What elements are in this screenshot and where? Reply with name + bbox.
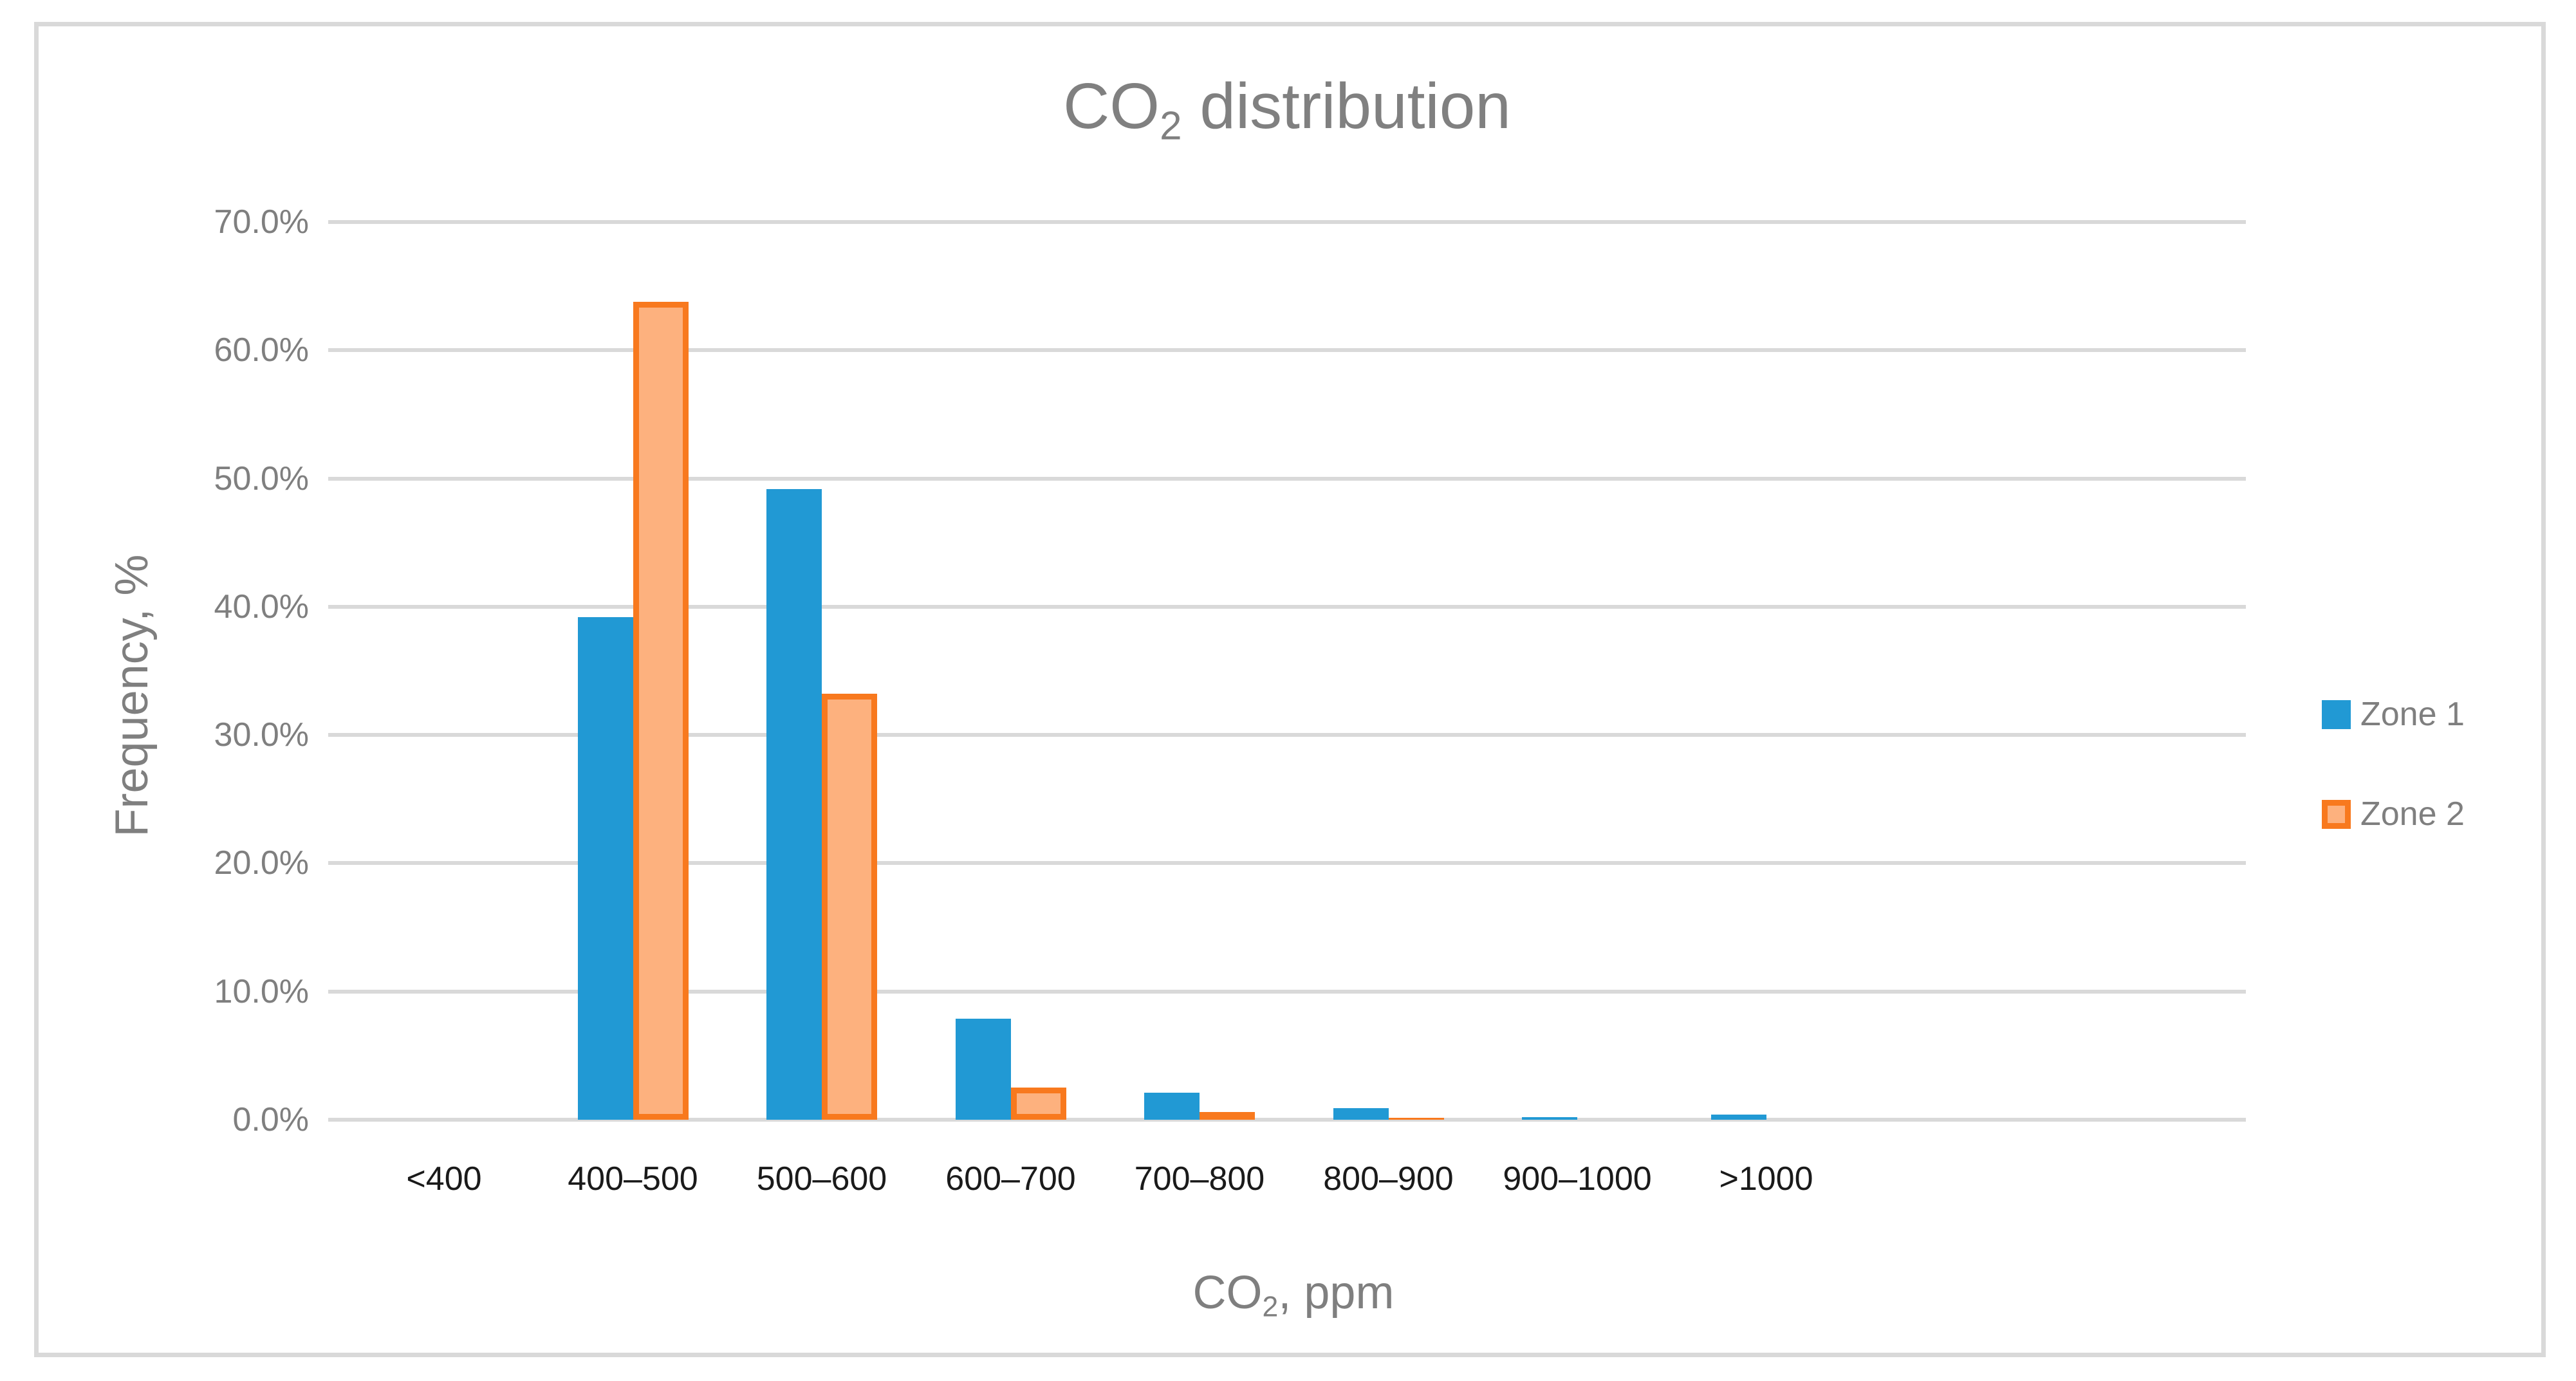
gridline-10-0 xyxy=(328,989,2246,994)
y-tick-label-30-0: 30.0% xyxy=(214,716,309,754)
x-tick-label-400: <400 xyxy=(406,1160,482,1198)
gridline-30-0 xyxy=(328,733,2246,737)
x-tick-label-700-800: 700–800 xyxy=(1134,1160,1265,1198)
y-tick-label-50-0: 50.0% xyxy=(214,459,309,497)
x-tick-label-800-900: 800–900 xyxy=(1323,1160,1454,1198)
chart-title: CO2 distribution xyxy=(328,70,2246,163)
x-tick-label-1000: >1000 xyxy=(1719,1160,1813,1198)
chart-title-subscript: 2 xyxy=(1160,104,1182,149)
x-tick-label-900-1000: 900–1000 xyxy=(1503,1160,1652,1198)
bar-zone-2-400-500 xyxy=(633,302,689,1120)
bar-zone-2-800-900 xyxy=(1388,1118,1444,1120)
y-tick-label-70-0: 70.0% xyxy=(214,203,309,241)
gridline-50-0 xyxy=(328,476,2246,481)
y-tick-label-40-0: 40.0% xyxy=(214,588,309,626)
legend-swatch-zone-1 xyxy=(2322,700,2351,729)
y-tick-label-20-0: 20.0% xyxy=(214,844,309,882)
legend-label-zone-1: Zone 1 xyxy=(2360,696,2465,733)
chart-title-suffix: distribution xyxy=(1181,70,1511,142)
chart-title-prefix: CO xyxy=(1063,70,1160,142)
bar-zone-1-500-600 xyxy=(766,489,822,1120)
x-axis-title-suffix: , ppm xyxy=(1278,1267,1395,1319)
bar-zone-1-600-700 xyxy=(955,1019,1011,1120)
x-tick-label-600-700: 600–700 xyxy=(945,1160,1076,1198)
x-axis-title: CO2, ppm xyxy=(972,1266,1615,1323)
gridline-60-0 xyxy=(328,348,2246,353)
legend-swatch-zone-2 xyxy=(2322,799,2351,829)
chart-border-frame xyxy=(34,22,2546,1357)
x-tick-label-500-600: 500–600 xyxy=(756,1160,887,1198)
gridline-70-0 xyxy=(328,220,2246,224)
bar-zone-1-700-800 xyxy=(1144,1093,1200,1120)
plot-area xyxy=(328,220,2246,1122)
gridline-40-0 xyxy=(328,604,2246,609)
legend-item-zone-1: Zone 1 xyxy=(2322,695,2465,734)
legend-item-zone-2: Zone 2 xyxy=(2322,795,2465,833)
x-tick-label-400-500: 400–500 xyxy=(568,1160,698,1198)
legend-label-zone-2: Zone 2 xyxy=(2360,795,2465,833)
bar-zone-1-900-1000 xyxy=(1522,1117,1577,1120)
y-tick-label-10-0: 10.0% xyxy=(214,972,309,1010)
y-tick-label-60-0: 60.0% xyxy=(214,331,309,369)
bar-zone-1-400-500 xyxy=(577,617,633,1120)
bar-zone-1-800-900 xyxy=(1333,1108,1389,1120)
bar-zone-1-1000 xyxy=(1710,1115,1766,1120)
x-axis-title-prefix: CO xyxy=(1192,1267,1263,1319)
y-tick-label-0-0: 0.0% xyxy=(232,1101,309,1138)
bar-zone-2-700-800 xyxy=(1200,1112,1255,1120)
legend: Zone 1 Zone 2 xyxy=(2322,695,2465,894)
gridline-20-0 xyxy=(328,861,2246,866)
bar-zone-2-500-600 xyxy=(822,694,877,1120)
bar-zone-2-600-700 xyxy=(1010,1088,1066,1120)
y-axis-title: Frequency, % xyxy=(106,554,158,837)
gridline-0-0 xyxy=(328,1118,2246,1122)
x-axis-title-subscript: 2 xyxy=(1262,1291,1279,1323)
